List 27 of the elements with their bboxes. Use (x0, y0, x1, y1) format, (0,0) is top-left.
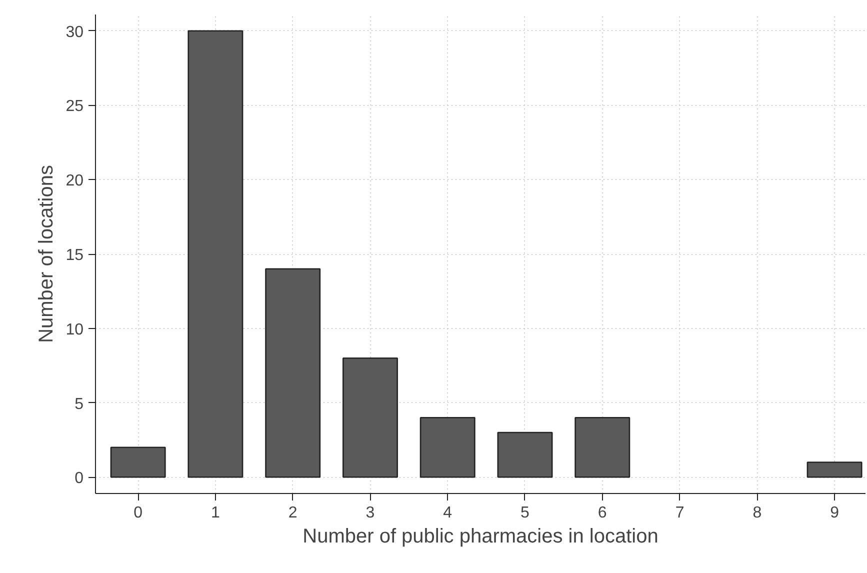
bar (420, 416, 476, 478)
y-tick-label: 5 (74, 396, 84, 413)
y-tick-label: 10 (66, 321, 84, 338)
bar (110, 446, 166, 478)
x-tick-label: 0 (134, 504, 143, 522)
bar (342, 357, 398, 478)
y-tick-label: 15 (66, 247, 84, 264)
bar (574, 416, 630, 478)
x-tick-label: 3 (366, 504, 375, 522)
x-tick-label: 1 (211, 504, 220, 522)
x-tick-label: 6 (598, 504, 607, 522)
x-tick-label: 4 (443, 504, 452, 522)
y-tick-label: 25 (66, 98, 84, 116)
x-tick-label: 2 (288, 504, 298, 522)
y-tick-label: 0 (74, 470, 84, 488)
x-axis-title: Number of public pharmacies in location (302, 526, 658, 548)
y-tick-label: 30 (66, 24, 84, 41)
y-axis-title: Number of locations (36, 165, 58, 343)
y-tick-label: 20 (66, 172, 84, 190)
x-tick-label: 5 (520, 504, 530, 522)
bar (806, 462, 862, 478)
x-tick-label: 9 (830, 504, 840, 522)
bar (188, 30, 244, 478)
bar (497, 432, 553, 478)
bar (265, 268, 321, 478)
x-tick-label: 8 (752, 504, 762, 522)
x-tick-label: 7 (675, 504, 684, 522)
